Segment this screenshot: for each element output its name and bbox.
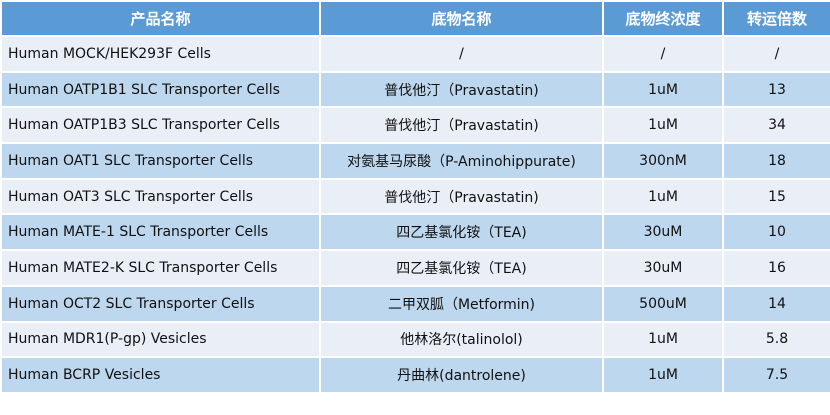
cell-product-name: Human OAT3 SLC Transporter Cells [0,177,321,216]
table-row: Human OATP1B1 SLC Transporter Cells 普伐他汀（… [0,70,830,109]
cell-substrate-concentration: 1uM [602,106,724,145]
cell-substrate-name: 普伐他汀（Pravastatin) [319,106,604,145]
cell-substrate-concentration: 1uM [602,177,724,216]
cell-substrate-name: 丹曲林(dantrolene) [319,356,604,394]
cell-substrate-concentration: 30uM [602,213,724,252]
cell-substrate-name: 四乙基氯化铵（TEA) [319,249,604,287]
cell-product-name: Human MATE2-K SLC Transporter Cells [0,249,321,287]
header-row: 产品名称 底物名称 底物终浓度 转运倍数 [0,0,830,37]
cell-substrate-concentration: 300nM [602,142,724,180]
cell-substrate-concentration: 500uM [602,284,724,323]
cell-transport-fold: 7.5 [722,356,830,394]
cell-substrate-name: 他林洛尔(talinolol) [319,320,604,359]
table-row: Human OAT3 SLC Transporter Cells 普伐他汀（Pra… [0,177,830,216]
cell-transport-fold: 34 [722,106,830,145]
cell-product-name: Human OCT2 SLC Transporter Cells [0,284,321,323]
header-product-name: 产品名称 [0,0,321,37]
table-row: Human BCRP Vesicles 丹曲林(dantrolene) 1uM 7.5 [0,356,830,394]
table-row: Human MDR1(P-gp) Vesicles 他林洛尔(talinolol)… [0,320,830,359]
table-row: Human OCT2 SLC Transporter Cells 二甲双胍（Met… [0,284,830,323]
cell-product-name: Human OATP1B1 SLC Transporter Cells [0,70,321,109]
cell-substrate-concentration: 1uM [602,70,724,109]
cell-transport-fold: 15 [722,177,830,216]
cell-substrate-name: 二甲双胍（Metformin) [319,284,604,323]
cell-substrate-name: 四乙基氯化铵（TEA) [319,213,604,252]
cell-transport-fold: 13 [722,70,830,109]
cell-substrate-concentration: / [602,35,724,73]
cell-substrate-concentration: 30uM [602,249,724,287]
cell-substrate-name: 对氨基马尿酸（P-Aminohippurate) [319,142,604,180]
cell-substrate-concentration: 1uM [602,356,724,394]
cell-transport-fold: 10 [722,213,830,252]
cell-product-name: Human MDR1(P-gp) Vesicles [0,320,321,359]
cell-substrate-concentration: 1uM [602,320,724,359]
cell-transport-fold: 16 [722,249,830,287]
header-substrate-concentration: 底物终浓度 [602,0,724,37]
transporter-table: 产品名称 底物名称 底物终浓度 转运倍数 Human MOCK/HEK293F … [0,0,830,394]
cell-substrate-name: / [319,35,604,73]
cell-transport-fold: 18 [722,142,830,180]
cell-product-name: Human OAT1 SLC Transporter Cells [0,142,321,180]
cell-product-name: Human MATE-1 SLC Transporter Cells [0,213,321,252]
cell-product-name: Human BCRP Vesicles [0,356,321,394]
header-transport-fold: 转运倍数 [722,0,830,37]
cell-transport-fold: / [722,35,830,73]
cell-substrate-name: 普伐他汀（Pravastatin) [319,70,604,109]
table-row: Human OATP1B3 SLC Transporter Cells 普伐他汀（… [0,106,830,145]
cell-product-name: Human MOCK/HEK293F Cells [0,35,321,73]
table-row: Human MOCK/HEK293F Cells / / / [0,35,830,73]
cell-transport-fold: 14 [722,284,830,323]
cell-substrate-name: 普伐他汀（Pravastatin) [319,177,604,216]
table-row: Human MATE2-K SLC Transporter Cells 四乙基氯化… [0,249,830,287]
cell-product-name: Human OATP1B3 SLC Transporter Cells [0,106,321,145]
header-substrate-name: 底物名称 [319,0,604,37]
table-row: Human MATE-1 SLC Transporter Cells 四乙基氯化铵… [0,213,830,252]
table-row: Human OAT1 SLC Transporter Cells 对氨基马尿酸（P… [0,142,830,180]
cell-transport-fold: 5.8 [722,320,830,359]
